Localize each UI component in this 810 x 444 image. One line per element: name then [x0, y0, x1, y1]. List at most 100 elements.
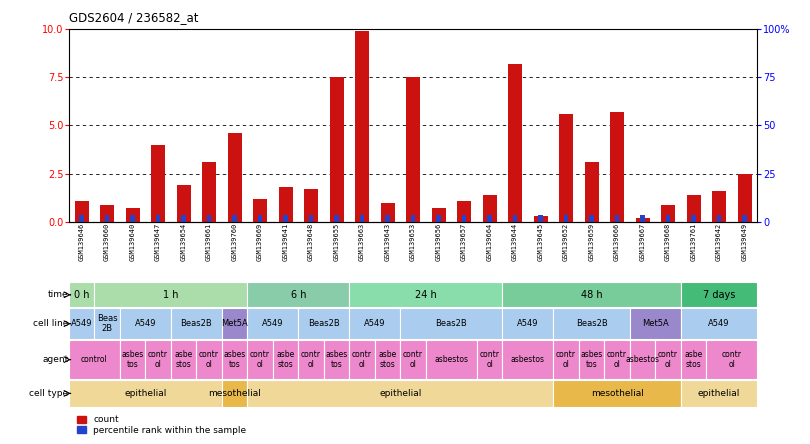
- Text: contr
ol: contr ol: [556, 350, 576, 369]
- Bar: [539, 215, 543, 222]
- Text: GSM139645: GSM139645: [538, 223, 544, 262]
- Bar: [349, 282, 502, 307]
- Bar: [717, 215, 721, 222]
- Text: GSM139761: GSM139761: [691, 223, 697, 262]
- Bar: [273, 341, 298, 379]
- Bar: [400, 308, 502, 339]
- Text: GSM139666: GSM139666: [614, 223, 620, 262]
- Text: 24 h: 24 h: [415, 290, 437, 300]
- Bar: [349, 308, 400, 339]
- Bar: [437, 215, 441, 222]
- Bar: [579, 341, 604, 379]
- Text: Beas2B: Beas2B: [436, 319, 467, 328]
- Bar: [655, 341, 681, 379]
- Bar: [513, 215, 518, 222]
- Text: agent: agent: [42, 355, 68, 364]
- Bar: [247, 380, 553, 407]
- Bar: [630, 308, 681, 339]
- Bar: [615, 215, 619, 222]
- Bar: [100, 205, 114, 222]
- Text: GSM139668: GSM139668: [665, 223, 671, 262]
- Text: GSM139652: GSM139652: [563, 223, 569, 262]
- Bar: [105, 215, 109, 222]
- Bar: [502, 282, 681, 307]
- Bar: [432, 209, 446, 222]
- Text: cell type: cell type: [29, 389, 68, 398]
- Bar: [661, 205, 675, 222]
- Text: GSM139643: GSM139643: [385, 223, 390, 262]
- Text: Met5A: Met5A: [642, 319, 669, 328]
- Bar: [69, 341, 120, 379]
- Text: GSM139664: GSM139664: [487, 223, 492, 262]
- Text: A549: A549: [517, 319, 539, 328]
- Text: Met5A: Met5A: [221, 319, 248, 328]
- Text: GSM139661: GSM139661: [206, 223, 212, 262]
- Bar: [641, 215, 645, 222]
- Text: asbestos: asbestos: [511, 355, 545, 364]
- Text: GSM139663: GSM139663: [359, 223, 365, 262]
- Bar: [534, 216, 548, 222]
- Text: asbes
tos: asbes tos: [122, 350, 143, 369]
- Bar: [202, 162, 216, 222]
- Bar: [687, 195, 701, 222]
- Bar: [126, 207, 139, 222]
- Bar: [692, 215, 696, 222]
- Bar: [247, 308, 298, 339]
- Text: GSM139653: GSM139653: [410, 223, 416, 262]
- Text: cell line: cell line: [33, 319, 68, 328]
- Bar: [335, 215, 339, 222]
- Text: GSM139648: GSM139648: [308, 223, 314, 262]
- Text: contr
ol: contr ol: [148, 350, 168, 369]
- Bar: [196, 341, 222, 379]
- Text: GSM139640: GSM139640: [130, 223, 135, 262]
- Bar: [309, 215, 313, 222]
- Text: asbes
tos: asbes tos: [581, 350, 603, 369]
- Bar: [232, 215, 237, 222]
- Bar: [145, 341, 171, 379]
- Text: asbes
tos: asbes tos: [326, 350, 347, 369]
- Text: GSM139656: GSM139656: [436, 223, 441, 262]
- Bar: [222, 380, 247, 407]
- Bar: [75, 201, 88, 222]
- Bar: [488, 215, 492, 222]
- Text: contr
ol: contr ol: [199, 350, 219, 369]
- Bar: [247, 341, 273, 379]
- Bar: [171, 308, 222, 339]
- Text: GDS2604 / 236582_at: GDS2604 / 236582_at: [69, 12, 198, 24]
- Text: 0 h: 0 h: [74, 290, 89, 300]
- Text: Beas
2B: Beas 2B: [96, 314, 117, 333]
- Bar: [69, 282, 94, 307]
- Text: asbe
stos: asbe stos: [378, 350, 397, 369]
- Text: epithelial: epithelial: [124, 389, 167, 398]
- Text: contr
ol: contr ol: [301, 350, 321, 369]
- Bar: [284, 215, 288, 222]
- Bar: [222, 308, 247, 339]
- Text: contr
ol: contr ol: [403, 350, 423, 369]
- Bar: [181, 215, 185, 222]
- Bar: [298, 308, 349, 339]
- Text: GSM139641: GSM139641: [283, 223, 288, 262]
- Bar: [477, 341, 502, 379]
- Bar: [502, 308, 553, 339]
- Text: A549: A549: [262, 319, 284, 328]
- Bar: [381, 202, 394, 222]
- Text: GSM139649: GSM139649: [742, 223, 748, 262]
- Text: contr
ol: contr ol: [608, 350, 627, 369]
- Text: Beas2B: Beas2B: [576, 319, 608, 328]
- Text: epithelial: epithelial: [698, 389, 740, 398]
- Bar: [559, 114, 573, 222]
- Text: GSM139644: GSM139644: [512, 223, 518, 262]
- Text: 48 h: 48 h: [581, 290, 603, 300]
- Bar: [304, 189, 318, 222]
- Text: contr
ol: contr ol: [352, 350, 372, 369]
- Text: asbe
stos: asbe stos: [276, 350, 295, 369]
- Text: asbestos: asbestos: [625, 355, 659, 364]
- Text: A549: A549: [364, 319, 386, 328]
- Bar: [355, 31, 369, 222]
- Bar: [406, 77, 420, 222]
- Bar: [151, 145, 165, 222]
- Bar: [177, 185, 190, 222]
- Bar: [207, 215, 211, 222]
- Bar: [411, 215, 416, 222]
- Text: GSM139647: GSM139647: [155, 223, 161, 262]
